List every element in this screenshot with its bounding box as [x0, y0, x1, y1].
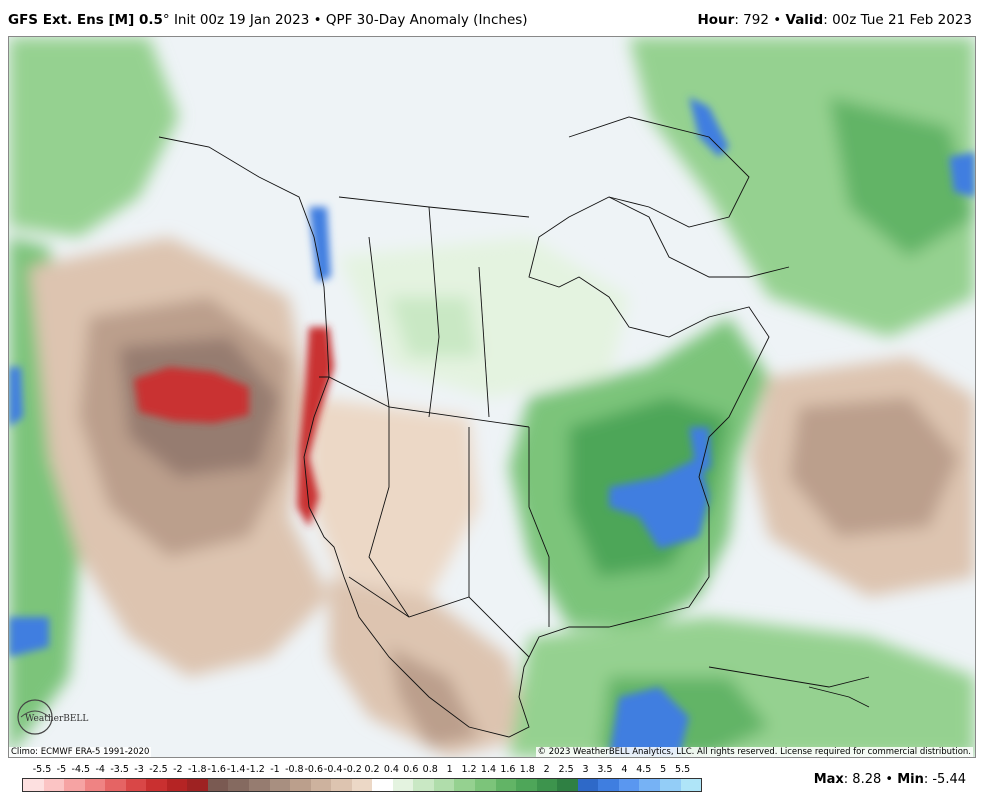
legend-label: -5.5: [32, 764, 52, 775]
legend-label: -4.5: [71, 764, 91, 775]
map-canvas: [9, 37, 975, 757]
legend-swatch: [331, 779, 352, 791]
legend-label: -1.2: [246, 764, 265, 775]
max-min-stats: Max: 8.28 • Min: -5.44: [814, 772, 966, 787]
title-separator: •: [309, 12, 326, 28]
color-legend: -5.5 -5 -4.5 -4 -3.5 -3 -2.5 -2 -1.8 -1.6 -1.4 -1.2…: [22, 764, 702, 794]
legend-swatch: [23, 779, 44, 791]
legend-label: -4: [95, 764, 105, 775]
max-label: Max: [813, 772, 844, 787]
legend-label: 1: [446, 764, 453, 775]
legend-label: -0.2: [343, 764, 362, 775]
legend-label: 2: [543, 764, 550, 775]
degree-symbol: °: [162, 12, 170, 28]
legend-swatch: [433, 779, 455, 791]
anomaly-shading: [9, 37, 975, 757]
map-title: GFS Ext. Ens [M] 0.5° Init 00z 19 Jan 20…: [8, 12, 528, 28]
legend-swatch: [207, 779, 229, 791]
legend-swatch: [125, 779, 147, 791]
valid-time-info: Hour: 792 • Valid: 00z Tue 21 Feb 2023: [697, 12, 972, 28]
legend-label: 0.2: [364, 764, 380, 775]
legend-label: 1.4: [480, 764, 497, 775]
legend-swatch: [495, 779, 517, 791]
legend-swatch: [84, 779, 106, 791]
legend-label: -1.4: [226, 764, 246, 775]
legend-label: 5.5: [675, 764, 691, 775]
legend-swatch: [372, 779, 393, 791]
max-value: : 8.28 •: [843, 772, 898, 787]
climo-source: Climo: ECMWF ERA-5 1991-2020: [9, 747, 152, 757]
legend-swatch: [105, 779, 126, 791]
legend-label: -0.4: [323, 764, 343, 775]
legend-label: -3.5: [110, 764, 129, 775]
legend-swatch: [598, 779, 619, 791]
min-label: Min: [897, 772, 924, 787]
legend-label: -2.5: [149, 764, 168, 775]
legend-label: 3.5: [597, 764, 613, 775]
legend-label: -1.8: [188, 764, 207, 775]
legend-swatch: [249, 779, 270, 791]
legend-label: -5: [56, 764, 67, 775]
hour-label: Hour: [697, 12, 735, 28]
legend-label: -1.6: [207, 764, 226, 775]
legend-colorbar: [22, 778, 702, 792]
legend-swatch: [577, 779, 599, 791]
legend-swatch: [290, 779, 311, 791]
legend-label: 2.5: [558, 764, 574, 775]
legend-swatch: [64, 779, 85, 791]
legend-label: -3: [134, 764, 144, 775]
model-name: GFS Ext. Ens [M] 0.5: [8, 12, 163, 28]
legend-swatch: [269, 779, 291, 791]
geo-boundaries: [158, 116, 870, 738]
weatherbell-logo: WeatherBELL: [15, 697, 107, 737]
min-value: : -5.44: [923, 772, 966, 787]
legend-label: 0.4: [383, 764, 399, 775]
legend-label: 4.5: [636, 764, 652, 775]
anomaly-extremes: [9, 97, 975, 757]
info-separator: •: [773, 12, 786, 28]
legend-label: -0.8: [285, 764, 304, 775]
legend-swatch: [392, 779, 414, 791]
legend-swatch: [228, 779, 250, 791]
legend-label: -2: [173, 764, 183, 775]
legend-label: 5: [660, 764, 667, 775]
logo-text: WeatherBELL: [25, 714, 88, 724]
anomaly-map: WeatherBELL Climo: ECMWF ERA-5 1991-2020…: [8, 36, 976, 758]
legend-swatch: [639, 779, 660, 791]
hour-value: : 792: [734, 12, 774, 28]
legend-label: 4: [621, 764, 628, 775]
legend-swatch: [187, 779, 208, 791]
legend-label: 1.6: [500, 764, 516, 775]
valid-label: Valid: [785, 12, 824, 28]
legend-swatch: [146, 779, 167, 791]
legend-swatch: [536, 779, 558, 791]
init-time: Init 00z 19 Jan 2023: [169, 12, 310, 28]
copyright-notice: © 2023 WeatherBELL Analytics, LLC. All r…: [535, 747, 973, 757]
legend-swatch: [557, 779, 578, 791]
legend-swatch: [618, 779, 640, 791]
legend-label: 0.6: [403, 764, 419, 775]
legend-swatch: [454, 779, 476, 791]
legend-label: -0.6: [304, 764, 324, 775]
legend-labels: -5.5 -5 -4.5 -4 -3.5 -3 -2.5 -2 -1.8 -1.6 -1.4 -1.2…: [22, 764, 702, 777]
valid-value: : 00z Tue 21 Feb 2023: [823, 12, 972, 28]
legend-label: 3: [582, 764, 589, 775]
legend-swatch: [310, 779, 332, 791]
legend-label: 1.8: [519, 764, 535, 775]
legend-swatch: [351, 779, 373, 791]
legend-label: 0.8: [422, 764, 438, 775]
legend-swatch: [516, 779, 537, 791]
map-header: GFS Ext. Ens [M] 0.5° Init 00z 19 Jan 20…: [0, 0, 984, 36]
legend-swatch: [680, 779, 702, 791]
product-name: QPF 30-Day Anomaly (Inches): [325, 12, 528, 28]
legend-swatch: [475, 779, 496, 791]
legend-swatch: [659, 779, 681, 791]
legend-swatch: [43, 779, 65, 791]
legend-swatch: [166, 779, 188, 791]
legend-label: 1.2: [461, 764, 477, 775]
legend-label: -1: [270, 764, 280, 775]
legend-swatch: [413, 779, 434, 791]
